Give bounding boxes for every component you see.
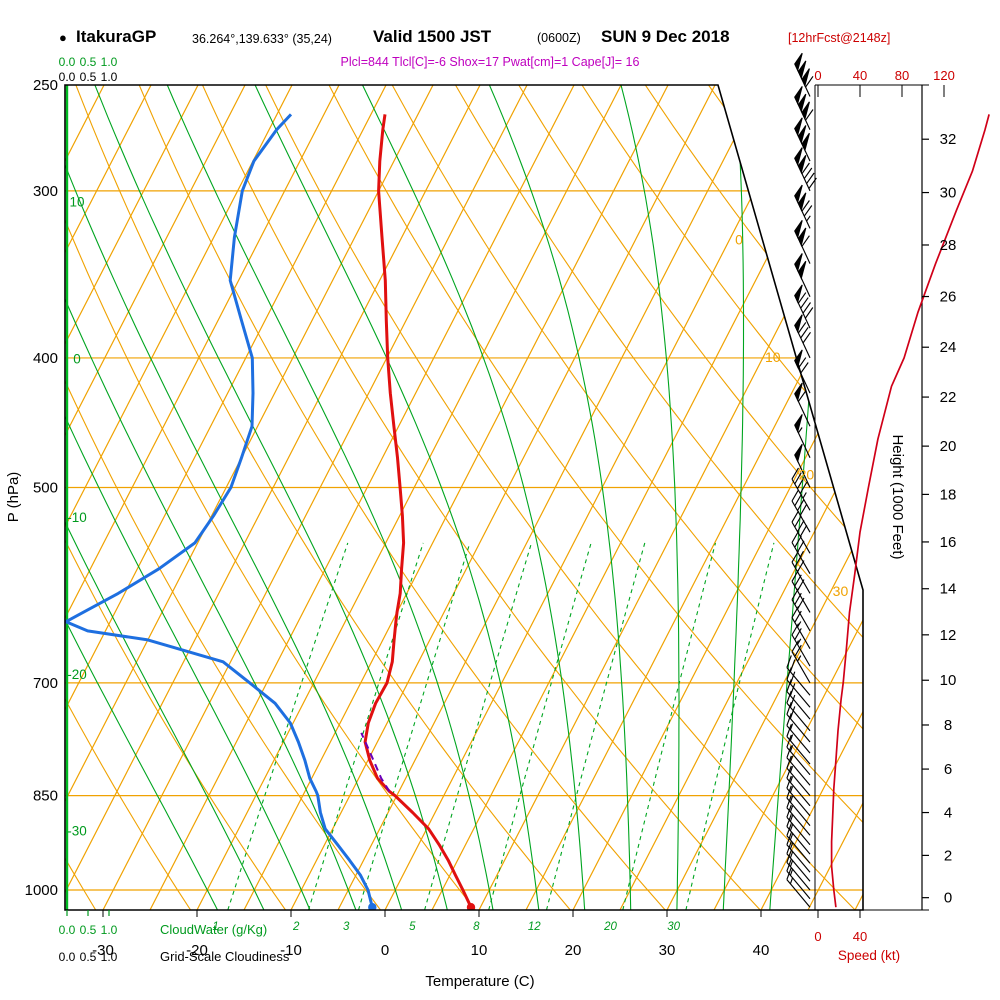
svg-text:1.0: 1.0 bbox=[101, 950, 118, 964]
station-bullet-icon: ● bbox=[59, 30, 67, 45]
svg-text:1.0: 1.0 bbox=[101, 55, 118, 69]
svg-text:0.5: 0.5 bbox=[80, 70, 97, 84]
svg-text:4: 4 bbox=[944, 805, 952, 822]
svg-text:1000: 1000 bbox=[25, 882, 58, 899]
svg-text:22: 22 bbox=[940, 389, 957, 406]
svg-text:0.0: 0.0 bbox=[59, 55, 76, 69]
svg-text:40: 40 bbox=[853, 929, 867, 944]
svg-text:-20: -20 bbox=[67, 667, 87, 682]
svg-text:250: 250 bbox=[33, 77, 58, 94]
svg-text:-30: -30 bbox=[67, 824, 87, 839]
svg-text:6: 6 bbox=[944, 761, 952, 778]
svg-text:0: 0 bbox=[735, 232, 743, 248]
valid-zulu-time: (0600Z) bbox=[537, 31, 581, 45]
svg-text:0.5: 0.5 bbox=[80, 923, 97, 937]
svg-text:0: 0 bbox=[814, 929, 821, 944]
svg-text:Grid-Scale Cloudiness: Grid-Scale Cloudiness bbox=[160, 949, 290, 964]
svg-text:Speed (kt): Speed (kt) bbox=[838, 948, 900, 963]
svg-text:-30: -30 bbox=[92, 942, 114, 959]
svg-text:20: 20 bbox=[565, 942, 582, 959]
forecast-lead-tag: [12hrFcst@2148z] bbox=[788, 31, 891, 45]
svg-text:20: 20 bbox=[603, 921, 617, 933]
svg-text:30: 30 bbox=[667, 921, 680, 933]
wind-speed-profile bbox=[830, 114, 990, 908]
svg-text:12: 12 bbox=[528, 921, 541, 933]
valid-time: Valid 1500 JST bbox=[373, 27, 492, 46]
svg-text:2: 2 bbox=[292, 921, 300, 933]
svg-text:P (hPa): P (hPa) bbox=[5, 472, 22, 523]
svg-text:2: 2 bbox=[944, 847, 952, 864]
svg-text:Height (1000 Feet): Height (1000 Feet) bbox=[889, 434, 906, 559]
svg-text:0: 0 bbox=[381, 942, 389, 959]
svg-text:0: 0 bbox=[814, 68, 821, 83]
svg-text:Temperature (C): Temperature (C) bbox=[425, 973, 534, 990]
valid-date: SUN 9 Dec 2018 bbox=[601, 27, 730, 46]
svg-text:120: 120 bbox=[933, 68, 955, 83]
svg-text:40: 40 bbox=[753, 942, 770, 959]
svg-text:40: 40 bbox=[853, 68, 867, 83]
svg-text:14: 14 bbox=[940, 581, 957, 598]
background-grid bbox=[65, 85, 863, 910]
svg-text:10: 10 bbox=[471, 942, 488, 959]
svg-text:500: 500 bbox=[33, 480, 58, 497]
wind-barbs bbox=[786, 52, 817, 908]
svg-text:16: 16 bbox=[940, 534, 957, 551]
station-name: ItakuraGP bbox=[76, 27, 157, 46]
svg-text:80: 80 bbox=[895, 68, 909, 83]
svg-text:CloudWater (g/Kg): CloudWater (g/Kg) bbox=[160, 922, 267, 937]
dewpoint-curve bbox=[65, 113, 374, 908]
svg-text:1: 1 bbox=[212, 921, 218, 933]
temperature-curve bbox=[363, 114, 473, 908]
svg-text:30: 30 bbox=[833, 583, 849, 599]
svg-text:700: 700 bbox=[33, 675, 58, 692]
svg-text:1.0: 1.0 bbox=[101, 923, 118, 937]
svg-text:18: 18 bbox=[940, 486, 957, 503]
svg-text:30: 30 bbox=[940, 185, 957, 202]
svg-text:300: 300 bbox=[33, 183, 58, 200]
svg-text:10: 10 bbox=[940, 672, 957, 689]
svg-text:28: 28 bbox=[940, 237, 957, 254]
svg-text:0: 0 bbox=[944, 890, 952, 907]
svg-text:850: 850 bbox=[33, 788, 58, 805]
svg-text:1.0: 1.0 bbox=[101, 70, 118, 84]
svg-text:0.5: 0.5 bbox=[80, 950, 97, 964]
svg-text:-10: -10 bbox=[67, 510, 87, 525]
svg-text:3: 3 bbox=[343, 921, 350, 933]
svg-text:0.0: 0.0 bbox=[59, 70, 76, 84]
svg-text:400: 400 bbox=[33, 350, 58, 367]
stability-indices: Plcl=844 Tlcl[C]=-6 Shox=17 Pwat[cm]=1 C… bbox=[340, 55, 640, 69]
svg-text:5: 5 bbox=[409, 921, 416, 933]
station-coords: 36.264°,139.633° (35,24) bbox=[192, 32, 332, 46]
svg-text:0.0: 0.0 bbox=[59, 950, 76, 964]
svg-text:20: 20 bbox=[799, 466, 815, 482]
svg-text:0.5: 0.5 bbox=[80, 55, 97, 69]
svg-text:30: 30 bbox=[659, 942, 676, 959]
svg-text:10: 10 bbox=[765, 349, 781, 365]
svg-text:0.0: 0.0 bbox=[59, 923, 76, 937]
svg-text:24: 24 bbox=[940, 339, 957, 356]
svg-text:-10: -10 bbox=[280, 942, 302, 959]
svg-text:20: 20 bbox=[940, 438, 957, 455]
svg-text:8: 8 bbox=[473, 921, 480, 933]
svg-text:32: 32 bbox=[940, 131, 957, 148]
svg-text:26: 26 bbox=[940, 289, 957, 306]
svg-text:10: 10 bbox=[69, 195, 84, 210]
plot-frame bbox=[64, 84, 929, 911]
svg-text:12: 12 bbox=[940, 627, 957, 644]
svg-text:0: 0 bbox=[73, 351, 81, 366]
svg-text:8: 8 bbox=[944, 717, 952, 734]
svg-text:-20: -20 bbox=[186, 942, 208, 959]
